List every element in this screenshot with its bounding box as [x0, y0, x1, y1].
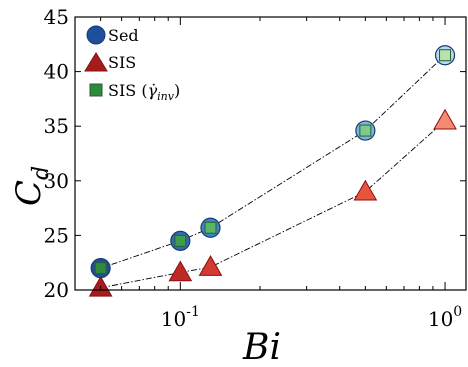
- axis-ticks: [75, 16, 466, 291]
- sis-inv-marker: [204, 221, 217, 234]
- x-tick-label: 100: [428, 304, 462, 331]
- legend-sis-inv-label: SIS (γ̇inv): [108, 81, 180, 103]
- sis-marker: [168, 260, 193, 282]
- sis-inv-marker: [94, 262, 107, 275]
- y-axis-title: Cd: [9, 166, 54, 206]
- sis-inv-marker: [174, 234, 187, 247]
- x-axis-title: Bi: [242, 327, 281, 367]
- sis-marker: [353, 179, 378, 201]
- sis-marker: [433, 108, 457, 130]
- sis-inv-marker: [359, 124, 372, 137]
- data-markers: [88, 45, 457, 297]
- legend-sis-icon: [84, 52, 108, 72]
- legend: Sed SIS SIS (γ̇inv): [84, 25, 180, 103]
- y-tick-label: 20: [44, 278, 69, 302]
- legend-sed-icon: [86, 25, 106, 45]
- y-tick-label: 30: [44, 169, 69, 193]
- y-tick-label: 35: [44, 114, 69, 138]
- sis-marker: [198, 255, 223, 276]
- legend-sis-label: SIS: [108, 53, 136, 72]
- y-tick-label: 40: [44, 60, 69, 84]
- tick-labels: 20 25 30 35 40 45 10-1 100: [44, 5, 463, 331]
- y-tick-label: 25: [44, 223, 69, 247]
- legend-sed-label: Sed: [108, 26, 139, 45]
- legend-sis-inv-icon: [89, 83, 103, 97]
- y-tick-label: 45: [44, 5, 69, 29]
- plot-area-frame: [74, 16, 467, 291]
- x-tick-label: 10-1: [161, 304, 200, 331]
- sis-inv-marker: [439, 49, 452, 62]
